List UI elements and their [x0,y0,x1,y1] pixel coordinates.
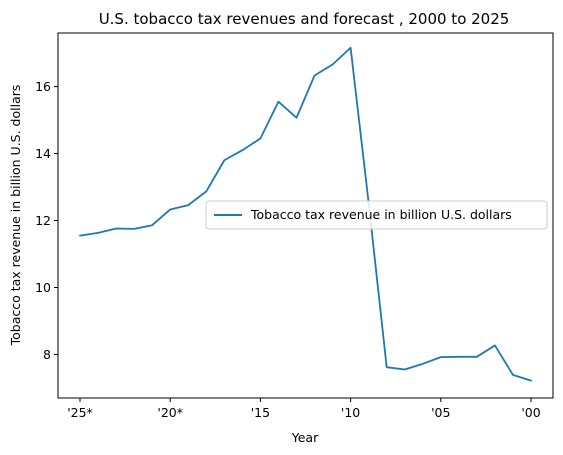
data-point [474,354,479,359]
data-point [204,189,209,194]
data-point [330,62,335,67]
x-tick-label: '15 [251,405,270,420]
x-axis-label: Year [291,430,319,445]
data-point [96,230,101,235]
data-point [222,158,227,163]
data-point [150,223,155,228]
x-tick-label: '05 [431,405,450,420]
series-layer [78,45,534,383]
y-axis: 8 10 12 14 16 [35,79,58,362]
data-point [529,378,534,383]
data-point [114,226,119,231]
data-point [240,148,245,153]
y-tick-label: 10 [35,280,51,295]
y-tick-label: 8 [43,347,51,362]
data-point [348,45,353,50]
x-tick-label: '00 [521,405,540,420]
data-point [384,365,389,370]
data-point [456,354,461,359]
data-point [312,73,317,78]
y-tick-label: 12 [35,213,51,228]
data-point [492,343,497,348]
x-axis: '25* '20* '15 '10 '05 '00 [67,398,541,420]
y-tick-label: 16 [35,79,51,94]
legend-box [205,200,548,230]
data-point [168,207,173,212]
legend-label: Tobacco tax revenue in billion U.S. doll… [250,207,512,222]
series-line-0 [79,46,532,382]
data-point [420,361,425,366]
data-point [276,99,281,104]
legend: Tobacco tax revenue in billion U.S. doll… [205,200,548,230]
x-tick-label: '20* [157,405,183,420]
data-point [258,136,263,141]
data-point [402,367,407,372]
plot-frame [57,32,554,399]
y-tick-label: 14 [35,146,51,161]
data-point [132,226,137,231]
data-point [438,355,443,360]
x-tick-label: '10 [341,405,360,420]
y-axis-label: Tobacco tax revenue in billion U.S. doll… [8,85,23,347]
chart-title: U.S. tobacco tax revenues and forecast ,… [99,10,510,28]
data-point [78,233,83,238]
data-point [510,372,515,377]
data-point [186,203,191,208]
x-tick-label: '25* [67,405,93,420]
data-point [294,115,299,120]
plot-area [57,32,554,399]
